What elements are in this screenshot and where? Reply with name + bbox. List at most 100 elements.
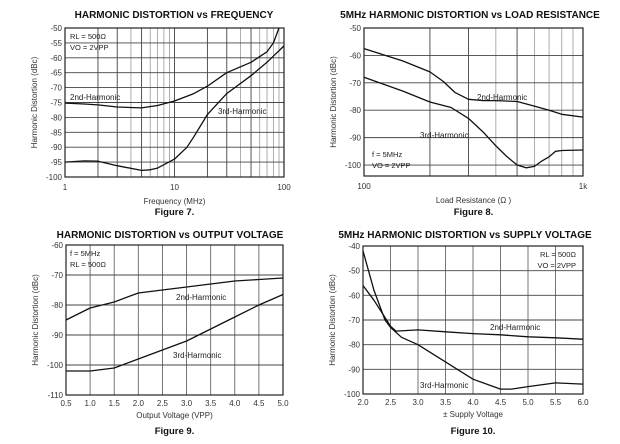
y-tick-label: -100: [344, 390, 361, 399]
series-label: 2nd-Harmonic: [176, 293, 226, 302]
y-axis-label: Harmonic Distortion (dBc): [31, 274, 40, 366]
condition-annotation: VO = 2VPP: [537, 261, 576, 270]
y-tick-label: -50: [50, 24, 62, 33]
y-tick-label: -90: [51, 331, 63, 340]
y-tick-label: -90: [349, 134, 361, 143]
plot-frame: [363, 27, 584, 177]
x-tick-label: 4.5: [495, 398, 507, 407]
condition-annotation: f = 5MHz: [70, 249, 100, 258]
x-tick-label: 1.0: [85, 399, 97, 408]
y-tick-label: -95: [50, 158, 62, 167]
y-tick-label: -70: [349, 79, 361, 88]
y-axis-label: Harmonic Distortion (dBc): [329, 56, 338, 148]
plot-frame: [64, 27, 285, 178]
x-tick-label: 2.5: [385, 398, 397, 407]
figure-caption: Figure 9.: [155, 426, 195, 437]
y-tick-label: -55: [50, 39, 62, 48]
y-tick-label: -60: [50, 54, 62, 63]
condition-annotation: f = 5MHz: [372, 150, 402, 159]
condition-annotation: VO = 2VPP: [70, 43, 109, 52]
series-line-3rd-harmonic: [64, 45, 285, 172]
x-tick-label: 3.0: [412, 398, 424, 407]
series-line-3rd-harmonic: [362, 250, 584, 390]
series-line-2nd-harmonic: [64, 27, 280, 109]
x-tick-label: 3.5: [205, 399, 217, 408]
chart-title: 5MHz HARMONIC DISTORTION vs SUPPLY VOLTA…: [338, 230, 592, 241]
y-tick-label: -60: [51, 241, 63, 250]
x-tick-label: 2.5: [157, 399, 169, 408]
y-tick-label: -60: [348, 291, 360, 300]
y-tick-label: -80: [50, 113, 62, 122]
chart-title: HARMONIC DISTORTION vs OUTPUT VOLTAGE: [57, 230, 284, 241]
x-tick-label: 4.0: [467, 398, 479, 407]
y-tick-label: -110: [48, 391, 64, 400]
series-label: 2nd-Harmonic: [70, 93, 120, 102]
x-tick-label: 1.5: [109, 399, 121, 408]
plot-frame: [362, 245, 584, 395]
series-label: 3rd-Harmonic: [218, 107, 266, 116]
y-tick-label: -60: [349, 51, 361, 60]
x-tick-label: 6.0: [577, 398, 589, 407]
y-tick-label: -50: [349, 24, 361, 33]
figure-caption: Figure 10.: [451, 426, 496, 437]
chart-title: HARMONIC DISTORTION vs FREQUENCY: [75, 10, 274, 21]
y-axis-label: Harmonic Distortion (dBc): [30, 56, 39, 148]
figure-caption: Figure 8.: [454, 207, 494, 218]
condition-annotation: RL = 500Ω: [70, 32, 106, 41]
series-label: 2nd-Harmonic: [477, 93, 527, 102]
x-tick-label: 2.0: [133, 399, 145, 408]
y-tick-label: -70: [50, 84, 62, 93]
x-tick-label: 3.5: [440, 398, 452, 407]
y-tick-label: -70: [348, 316, 360, 325]
x-tick-label: 1: [63, 183, 68, 192]
x-tick-label: 4.5: [253, 399, 265, 408]
x-axis-label: Load Resistance (Ω ): [436, 196, 512, 205]
x-tick-label: 5.0: [277, 399, 289, 408]
y-tick-label: -90: [348, 365, 360, 374]
series-line-2nd-harmonic: [363, 47, 584, 118]
series-label: 3rd-Harmonic: [420, 381, 468, 390]
y-tick-label: -90: [50, 143, 62, 152]
y-tick-label: -100: [345, 161, 362, 170]
y-tick-label: -50: [348, 267, 360, 276]
chart-panel-8: -50 -60 -70 -80 -90 -100 100 1k 5MHz HARMONIC DI…: [329, 10, 600, 218]
x-tick-label: 4.0: [229, 399, 241, 408]
series-label: 2nd-Harmonic: [490, 323, 540, 332]
y-tick-label: -75: [50, 99, 62, 108]
chart-title: 5MHz HARMONIC DISTORTION vs LOAD RESISTA…: [340, 10, 600, 21]
condition-annotation: VO = 2VPP: [372, 161, 411, 170]
series-line-2nd-harmonic: [65, 277, 284, 321]
y-tick-label: -80: [51, 301, 63, 310]
figure-caption: Figure 7.: [155, 207, 195, 218]
y-tick-label: -80: [349, 106, 361, 115]
y-tick-label: -40: [348, 242, 360, 251]
x-tick-label: 100: [277, 183, 291, 192]
series-label: 3rd-Harmonic: [173, 351, 221, 360]
y-tick-label: -65: [50, 69, 62, 78]
condition-annotation: RL = 500Ω: [540, 250, 576, 259]
x-tick-label: 10: [170, 183, 179, 192]
x-axis-label: Output Voltage (VPP): [136, 411, 213, 420]
condition-annotation: RL = 500Ω: [70, 260, 106, 269]
y-axis-label: Harmonic Distortion (dBc): [328, 274, 337, 366]
y-tick-label: -80: [348, 341, 360, 350]
series-line-3rd-harmonic: [363, 76, 584, 169]
x-axis-label: ± Supply Voltage: [443, 410, 504, 419]
x-tick-label: 5.5: [550, 398, 562, 407]
y-tick-label: -100: [46, 173, 63, 182]
x-tick-label: 0.5: [60, 399, 72, 408]
x-tick-label: 100: [357, 182, 371, 191]
x-tick-label: 5.0: [522, 398, 534, 407]
series-line-3rd-harmonic: [66, 293, 284, 372]
x-tick-label: 2.0: [357, 398, 369, 407]
x-tick-label: 3.0: [181, 399, 193, 408]
y-tick-label: -85: [50, 128, 62, 137]
y-tick-label: -70: [51, 271, 63, 280]
y-tick-label: -100: [47, 361, 64, 370]
series-label: 3rd-Harmonic: [420, 131, 468, 140]
x-axis-label: Frequency (MHz): [144, 197, 206, 206]
